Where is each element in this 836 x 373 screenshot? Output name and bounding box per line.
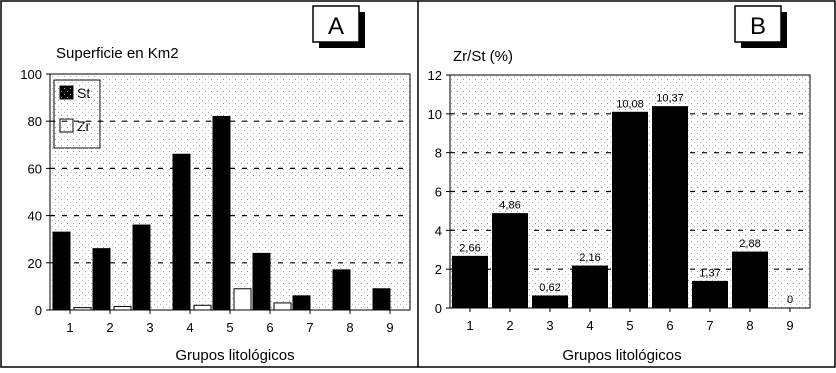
panel-a-x-tick-label: 7: [306, 320, 313, 335]
panel-b-bar: [732, 251, 768, 309]
panel-a-x-tick-label: 5: [226, 320, 233, 335]
panel-b-y-tick-label: 4: [435, 223, 442, 238]
panel-b-y-tick-label: 8: [435, 146, 442, 161]
panel-b: B Zr/St (%) Grupos litológicos: [453, 5, 787, 364]
panel-b-y-tick-label: 0: [435, 301, 442, 316]
panel-b-xlabel: Grupos litológicos: [562, 347, 681, 364]
panel-a-y-tick-label: 100: [20, 67, 42, 82]
panel-a-x-tick-label: 2: [106, 320, 113, 335]
panel-a-bar-zr: [233, 288, 252, 311]
panel-b-y-tick-label: 2: [435, 262, 442, 277]
panel-b-x-tick-label: 3: [546, 318, 553, 333]
panel-a-bar-st: [92, 248, 111, 311]
panel-a-y-tick-label: 60: [28, 161, 42, 176]
panel-a-y-tick-label: 20: [28, 256, 42, 271]
panel-a-x-tick-label: 8: [346, 320, 353, 335]
panel-b-y-tick-label: 12: [428, 68, 442, 83]
panel-a-bar-st: [52, 231, 71, 311]
panel-b-label: B: [750, 13, 766, 40]
panel-b-x-tick-label: 2: [506, 318, 513, 333]
panel-a-bar-zr: [73, 307, 92, 311]
panel-b-data-label: 2,88: [739, 238, 760, 250]
panel-a-xlabel: Grupos litológicos: [175, 347, 294, 364]
panel-b-bar: [492, 213, 528, 309]
panel-a-bar-st: [292, 295, 311, 311]
panel-b-x-tick-label: 1: [466, 318, 473, 333]
panel-a-x-tick-label: 6: [266, 320, 273, 335]
panel-b-data-label: 2,16: [579, 252, 600, 264]
panel-a-y-tick-label: 0: [35, 303, 42, 318]
panel-b-x-tick-label: 7: [706, 318, 713, 333]
panel-b-x-tick-label: 4: [586, 318, 593, 333]
panel-a-bar-zr: [273, 302, 292, 311]
panel-b-x-tick-label: 6: [666, 318, 673, 333]
panel-b-title: Zr/St (%): [453, 48, 513, 65]
panel-b-bar: [692, 280, 728, 309]
panel-b-data-label: 0: [787, 294, 793, 306]
panel-a-bar-zr: [113, 305, 132, 311]
panel-a-bar-st: [212, 115, 231, 311]
panel-b-label-box: [734, 5, 782, 43]
panel-b-bar: [532, 295, 568, 309]
panel-a-bar-st: [172, 153, 191, 311]
panel-a-bar-st: [372, 288, 391, 311]
panel-b-x-tick-label: 9: [786, 318, 793, 333]
panel-b-x-tick-label: 8: [746, 318, 753, 333]
panel-b-data-label: 0,62: [539, 282, 560, 294]
panel-a-label: A: [328, 13, 344, 40]
panel-b-bar: [452, 255, 488, 309]
panel-b-bar: [652, 106, 688, 309]
panel-b-bar: [572, 265, 608, 309]
panel-b-data-label: 4,86: [499, 200, 520, 212]
panel-a-y-tick-label: 80: [28, 114, 42, 129]
panel-a-bar-st: [132, 224, 151, 311]
panel-a-bar-st: [252, 252, 271, 311]
panel-b-data-label: 2,66: [459, 242, 480, 254]
panel-a-x-tick-label: 3: [146, 320, 153, 335]
panel-a-bar-st: [332, 269, 351, 311]
panel-a-x-tick-label: 1: [66, 320, 73, 335]
panel-b-data-label: 1,37: [699, 267, 720, 279]
panel-a-bar-zr: [193, 304, 212, 311]
panel-b-data-label: 10,08: [616, 98, 644, 110]
panel-b-x-tick-label: 5: [626, 318, 633, 333]
panel-b-y-tick-label: 10: [428, 107, 442, 122]
panel-a-title: Superficie en Km2: [56, 45, 179, 62]
panel-a-label-box: [312, 5, 360, 43]
panel-a-x-tick-label: 4: [186, 320, 193, 335]
panel-a-y-tick-label: 40: [28, 209, 42, 224]
panel-b-data-label: 10,37: [656, 93, 684, 105]
panel-b-bar: [612, 111, 648, 309]
panel-a-x-tick-label: 9: [386, 320, 393, 335]
panel-b-y-tick-label: 6: [435, 185, 442, 200]
